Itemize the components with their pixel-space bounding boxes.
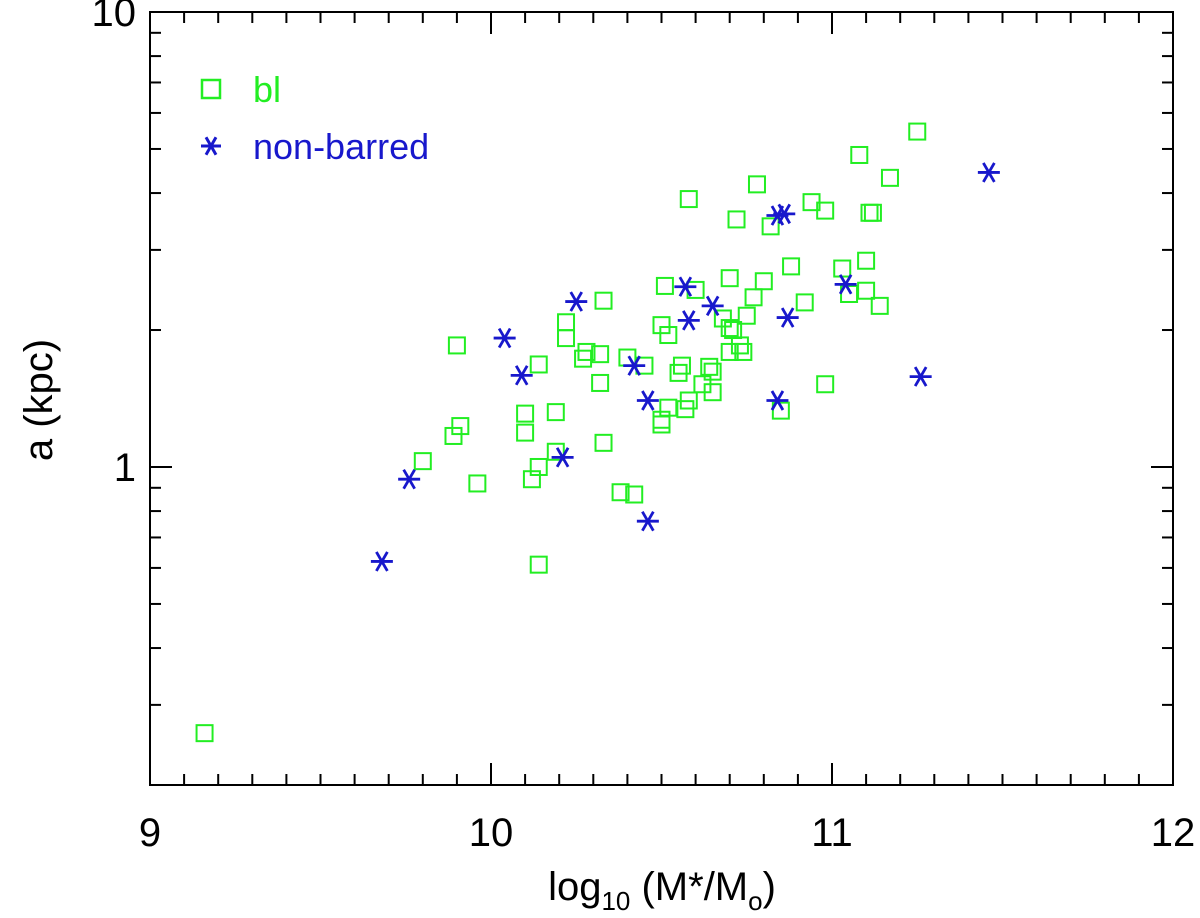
- point-bl: [833, 259, 852, 278]
- point-bl: [700, 357, 719, 376]
- point-non-barred: [636, 511, 659, 532]
- point-bl: [591, 373, 610, 392]
- point-bl: [771, 401, 790, 420]
- point-bl: [744, 288, 763, 307]
- x-tick-label: 10: [469, 811, 514, 855]
- point-bl: [655, 276, 674, 295]
- point-bl: [574, 349, 593, 368]
- point-bl: [447, 336, 466, 355]
- point-bl: [720, 342, 739, 361]
- point-non-barred: [510, 365, 533, 386]
- y-tick-label: 1: [114, 446, 136, 490]
- point-bl: [908, 122, 927, 141]
- point-bl: [863, 203, 882, 222]
- point-bl: [659, 326, 678, 345]
- x-tick-label: 9: [139, 811, 161, 855]
- point-bl: [720, 319, 739, 338]
- point-bl: [870, 296, 889, 315]
- point-bl: [444, 426, 463, 445]
- point-bl: [529, 457, 548, 476]
- point-bl: [727, 210, 746, 229]
- point-bl: [516, 404, 535, 423]
- point-bl: [413, 452, 432, 471]
- point-bl: [782, 257, 801, 276]
- point-non-barred: [701, 295, 724, 317]
- point-bl: [516, 423, 535, 442]
- legend-marker-non-barred: [201, 136, 221, 156]
- point-bl: [679, 190, 698, 209]
- point-bl: [734, 342, 753, 361]
- point-bl: [546, 442, 565, 461]
- point-bl: [880, 168, 899, 187]
- point-bl: [652, 410, 671, 429]
- point-bl: [611, 483, 630, 502]
- point-non-barred: [636, 390, 659, 411]
- point-bl: [816, 201, 835, 220]
- point-bl: [816, 375, 835, 394]
- tick-labels: 9 10 11 12 1 10: [92, 0, 1196, 855]
- point-bl: [546, 403, 565, 422]
- point-bl: [713, 309, 732, 328]
- point-bl: [703, 383, 722, 402]
- y-tick-label: 10: [92, 0, 137, 35]
- point-non-barred: [623, 355, 646, 376]
- point-bl: [761, 217, 780, 236]
- point-non-barred: [766, 390, 789, 411]
- x-axis-title: log10 (M*/Mo): [548, 865, 776, 916]
- axis-ticks: [149, 11, 1174, 786]
- point-bl: [672, 356, 691, 375]
- point-bl: [594, 433, 613, 452]
- point-bl: [850, 145, 869, 164]
- data-points: [195, 122, 1000, 743]
- point-non-barred: [776, 307, 799, 328]
- legend: bl non-barred: [200, 69, 429, 167]
- y-axis-title: a (kpc): [17, 339, 61, 461]
- point-bl: [591, 345, 610, 364]
- point-non-barred: [773, 203, 796, 225]
- point-bl: [720, 269, 739, 288]
- point-non-barred: [977, 162, 1000, 183]
- point-bl: [679, 391, 698, 410]
- point-non-barred: [493, 327, 516, 349]
- point-bl: [652, 316, 671, 335]
- point-bl: [529, 555, 548, 574]
- point-bl: [522, 470, 541, 489]
- legend-label-bl: bl: [253, 69, 281, 110]
- point-non-barred: [674, 276, 697, 297]
- point-bl: [557, 313, 576, 332]
- point-bl: [857, 251, 876, 270]
- point-non-barred: [370, 551, 393, 572]
- point-bl: [795, 293, 814, 312]
- point-bl: [577, 342, 596, 361]
- point-non-barred: [398, 469, 421, 490]
- point-bl: [529, 355, 548, 374]
- point-non-barred: [909, 366, 932, 387]
- point-bl: [737, 306, 756, 325]
- point-bl: [652, 415, 671, 434]
- legend-marker-bl: [200, 78, 222, 100]
- point-bl: [625, 485, 644, 504]
- x-tick-label: 12: [1151, 811, 1196, 855]
- point-bl: [451, 417, 470, 436]
- point-bl: [730, 336, 749, 355]
- point-bl: [659, 398, 678, 417]
- point-bl: [860, 203, 879, 222]
- point-bl: [594, 291, 613, 310]
- point-non-barred: [551, 447, 574, 468]
- legend-label-non-barred: non-barred: [253, 126, 429, 167]
- point-bl: [557, 329, 576, 348]
- x-tick-label: 11: [811, 811, 853, 855]
- point-bl: [754, 272, 773, 291]
- point-bl: [468, 474, 487, 493]
- point-bl: [703, 362, 722, 381]
- point-bl: [747, 175, 766, 194]
- point-bl: [857, 281, 876, 300]
- point-non-barred: [677, 310, 700, 331]
- point-non-barred: [565, 291, 588, 312]
- point-bl: [195, 724, 214, 743]
- point-non-barred: [834, 274, 857, 295]
